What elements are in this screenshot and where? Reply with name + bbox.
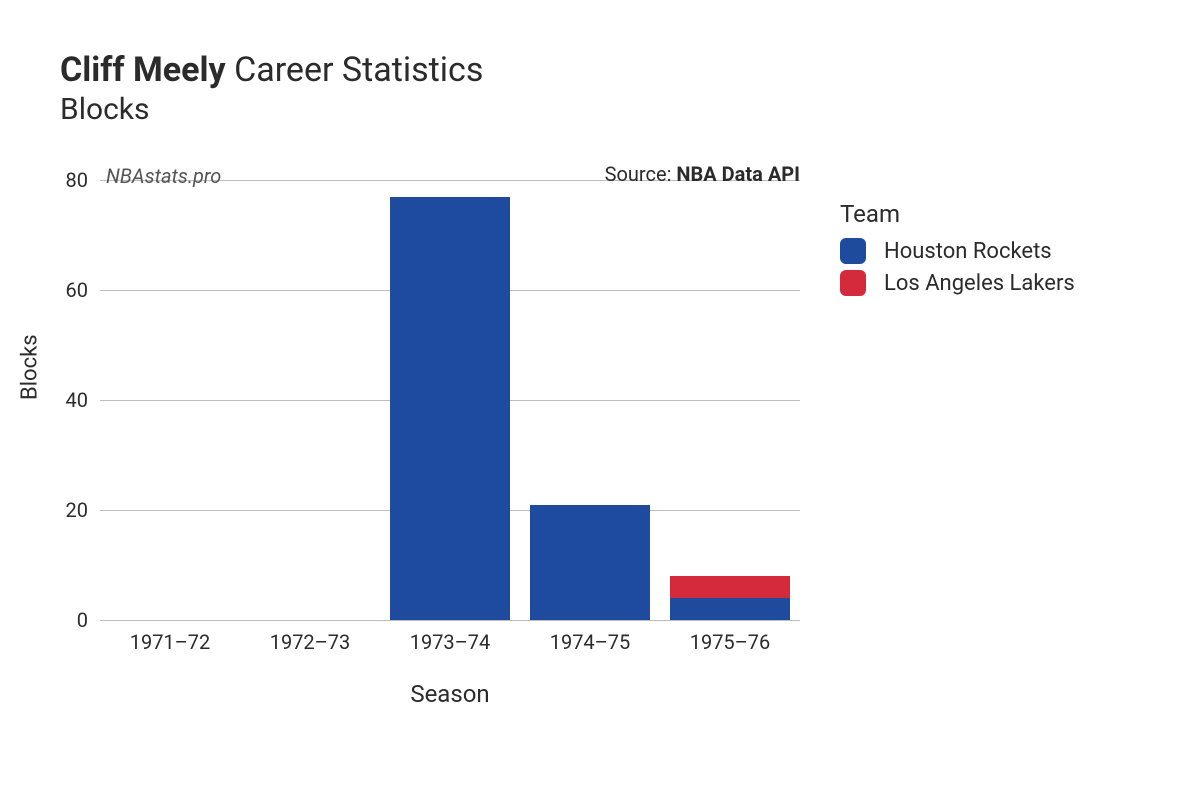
chart-title-line1: Cliff Meely Career Statistics bbox=[60, 50, 483, 90]
bar-segment bbox=[530, 505, 650, 621]
watermark-text: NBAstats.pro bbox=[106, 164, 221, 188]
legend-swatch bbox=[840, 270, 866, 296]
x-tick-label: 1975–76 bbox=[690, 630, 771, 654]
y-tick-label: 80 bbox=[38, 168, 88, 192]
y-tick-label: 60 bbox=[38, 278, 88, 302]
legend-label: Los Angeles Lakers bbox=[884, 271, 1075, 296]
bar-segment bbox=[670, 598, 790, 620]
x-tick-label: 1971–72 bbox=[130, 630, 211, 654]
plot-region: 0204060801971–721972–731973–741974–75197… bbox=[100, 180, 800, 620]
y-tick-label: 40 bbox=[38, 388, 88, 412]
chart-subtitle: Blocks bbox=[60, 92, 483, 127]
chart-title-block: Cliff Meely Career Statistics Blocks bbox=[60, 50, 483, 127]
source-name: NBA Data API bbox=[676, 162, 800, 186]
legend-item: Houston Rockets bbox=[840, 238, 1075, 264]
legend-label: Houston Rockets bbox=[884, 239, 1052, 264]
source-prefix: Source: bbox=[605, 162, 677, 186]
x-axis-title: Season bbox=[410, 680, 489, 708]
chart-plot-area: 0204060801971–721972–731973–741974–75197… bbox=[100, 180, 800, 620]
legend-title: Team bbox=[840, 200, 1075, 228]
x-tick-label: 1973–74 bbox=[410, 630, 491, 654]
source-label: Source: NBA Data API bbox=[605, 162, 800, 186]
player-name: Cliff Meely bbox=[60, 50, 226, 90]
y-tick-label: 20 bbox=[38, 498, 88, 522]
bar-segment bbox=[390, 197, 510, 621]
title-suffix: Career Statistics bbox=[234, 50, 483, 90]
y-tick-label: 0 bbox=[38, 608, 88, 632]
legend: Team Houston Rockets Los Angeles Lakers bbox=[840, 200, 1075, 302]
x-tick-label: 1972–73 bbox=[270, 630, 351, 654]
gridline bbox=[100, 620, 800, 621]
bar-segment bbox=[670, 576, 790, 598]
legend-swatch bbox=[840, 238, 866, 264]
legend-item: Los Angeles Lakers bbox=[840, 270, 1075, 296]
x-tick-label: 1974–75 bbox=[550, 630, 631, 654]
